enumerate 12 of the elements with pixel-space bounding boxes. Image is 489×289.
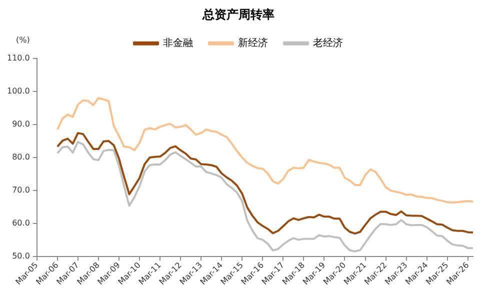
legend-label: 非金融 (163, 36, 193, 49)
y-tick-label: 80.0 (12, 152, 30, 162)
y-tick-label: 110.0 (6, 53, 30, 62)
y-tick-label: 60.0 (12, 218, 30, 228)
y-tick-label: 90.0 (12, 120, 30, 129)
chart-title: 总资产周转率 (202, 7, 274, 22)
legend-label: 老经济 (313, 36, 343, 49)
legend-label: 新经济 (238, 36, 268, 49)
y-tick-label: 100.0 (6, 86, 30, 96)
y-tick-label: 50.0 (12, 252, 30, 261)
y-axis-title: (%) (16, 35, 30, 44)
y-tick-label: 70.0 (12, 186, 30, 195)
